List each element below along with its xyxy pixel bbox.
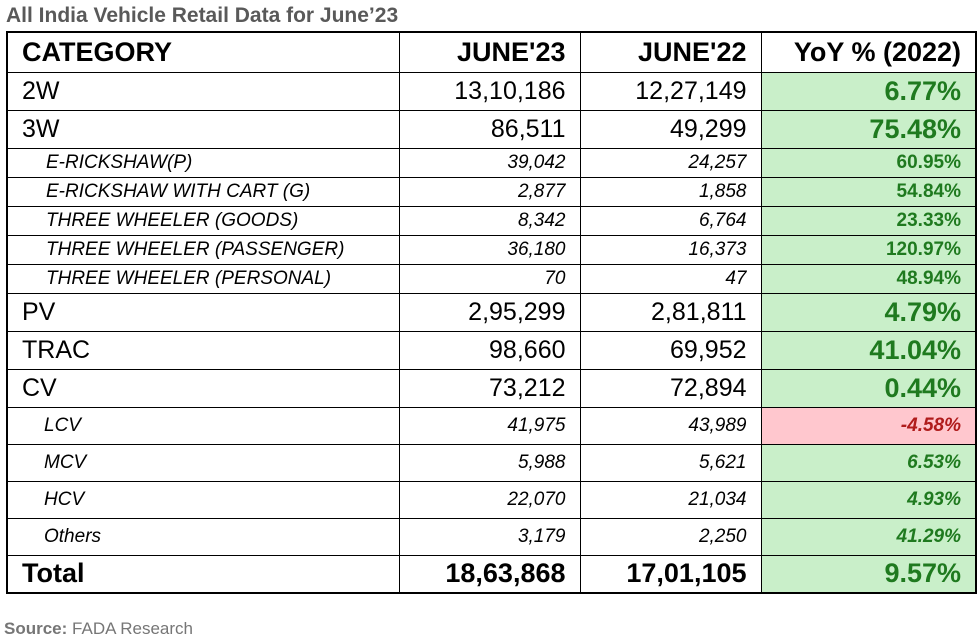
row-yoy: 6.77% bbox=[760, 71, 977, 111]
table-row: CV 73,212 72,894 0.44% bbox=[6, 368, 977, 408]
row-category: TRAC bbox=[6, 330, 400, 370]
row-category: 3W bbox=[6, 109, 400, 149]
table-row: E-RICKSHAW(P) 39,042 24,257 60.95% bbox=[6, 147, 977, 178]
table-row: LCV 41,975 43,989 -4.58% bbox=[6, 406, 977, 445]
total-june22: 17,01,105 bbox=[579, 554, 762, 594]
total-row: Total 18,63,868 17,01,105 9.57% bbox=[6, 554, 977, 594]
row-category: Others bbox=[6, 517, 400, 556]
row-yoy: 54.84% bbox=[760, 176, 977, 207]
total-yoy: 9.57% bbox=[760, 554, 977, 594]
row-june22: 5,621 bbox=[579, 443, 762, 482]
table-title: All India Vehicle Retail Data for June’2… bbox=[6, 4, 399, 27]
vehicle-retail-table: CATEGORY JUNE'23 JUNE'22 YoY % (2022) 2W… bbox=[6, 31, 977, 594]
total-category: Total bbox=[6, 554, 400, 594]
table-row: 2W 13,10,186 12,27,149 6.77% bbox=[6, 71, 977, 111]
row-june22: 16,373 bbox=[579, 234, 762, 265]
row-june22: 2,81,811 bbox=[579, 292, 762, 332]
row-yoy: 75.48% bbox=[760, 109, 977, 149]
row-june22: 43,989 bbox=[579, 406, 762, 445]
row-june22: 69,952 bbox=[579, 330, 762, 370]
row-june23: 73,212 bbox=[398, 368, 581, 408]
table-row: PV 2,95,299 2,81,811 4.79% bbox=[6, 292, 977, 332]
source-label: Source: bbox=[4, 619, 68, 638]
row-category: THREE WHEELER (PERSONAL) bbox=[6, 263, 400, 294]
row-june23: 5,988 bbox=[398, 443, 581, 482]
table-row: Others 3,179 2,250 41.29% bbox=[6, 517, 977, 556]
row-yoy: 23.33% bbox=[760, 205, 977, 236]
row-june22: 21,034 bbox=[579, 480, 762, 519]
row-june23: 36,180 bbox=[398, 234, 581, 265]
row-category: CV bbox=[6, 368, 400, 408]
row-june23: 2,95,299 bbox=[398, 292, 581, 332]
row-category: MCV bbox=[6, 443, 400, 482]
row-yoy: 41.29% bbox=[760, 517, 977, 556]
row-june23: 13,10,186 bbox=[398, 71, 581, 111]
row-june22: 72,894 bbox=[579, 368, 762, 408]
row-category: E-RICKSHAW(P) bbox=[6, 147, 400, 178]
row-yoy: 4.79% bbox=[760, 292, 977, 332]
header-june22: JUNE'22 bbox=[579, 31, 762, 73]
header-row: CATEGORY JUNE'23 JUNE'22 YoY % (2022) bbox=[6, 31, 977, 73]
table-row: TRAC 98,660 69,952 41.04% bbox=[6, 330, 977, 370]
row-june22: 1,858 bbox=[579, 176, 762, 207]
source-note: Source: FADA Research bbox=[4, 619, 193, 639]
row-june22: 47 bbox=[579, 263, 762, 294]
row-june23: 39,042 bbox=[398, 147, 581, 178]
row-yoy: 0.44% bbox=[760, 368, 977, 408]
table-row: E-RICKSHAW WITH CART (G) 2,877 1,858 54.… bbox=[6, 176, 977, 207]
row-june23: 22,070 bbox=[398, 480, 581, 519]
row-june23: 70 bbox=[398, 263, 581, 294]
row-yoy: 60.95% bbox=[760, 147, 977, 178]
row-june23: 98,660 bbox=[398, 330, 581, 370]
table-row: 3W 86,511 49,299 75.48% bbox=[6, 109, 977, 149]
row-category: HCV bbox=[6, 480, 400, 519]
row-june23: 86,511 bbox=[398, 109, 581, 149]
row-yoy: 120.97% bbox=[760, 234, 977, 265]
row-yoy: -4.58% bbox=[760, 406, 977, 445]
row-june22: 24,257 bbox=[579, 147, 762, 178]
row-category: THREE WHEELER (GOODS) bbox=[6, 205, 400, 236]
source-text: FADA Research bbox=[72, 619, 193, 638]
row-june22: 12,27,149 bbox=[579, 71, 762, 111]
table-row: MCV 5,988 5,621 6.53% bbox=[6, 443, 977, 482]
header-yoy: YoY % (2022) bbox=[760, 31, 977, 73]
row-category: 2W bbox=[6, 71, 400, 111]
row-yoy: 4.93% bbox=[760, 480, 977, 519]
table-row: HCV 22,070 21,034 4.93% bbox=[6, 480, 977, 519]
table-row: THREE WHEELER (GOODS) 8,342 6,764 23.33% bbox=[6, 205, 977, 236]
row-category: PV bbox=[6, 292, 400, 332]
row-june22: 6,764 bbox=[579, 205, 762, 236]
header-june23: JUNE'23 bbox=[398, 31, 581, 73]
table-row: THREE WHEELER (PASSENGER) 36,180 16,373 … bbox=[6, 234, 977, 265]
row-june22: 49,299 bbox=[579, 109, 762, 149]
row-june23: 8,342 bbox=[398, 205, 581, 236]
table-row: THREE WHEELER (PERSONAL) 70 47 48.94% bbox=[6, 263, 977, 294]
row-june23: 41,975 bbox=[398, 406, 581, 445]
row-yoy: 6.53% bbox=[760, 443, 977, 482]
row-june23: 2,877 bbox=[398, 176, 581, 207]
header-category: CATEGORY bbox=[6, 31, 400, 73]
row-june23: 3,179 bbox=[398, 517, 581, 556]
total-june23: 18,63,868 bbox=[398, 554, 581, 594]
row-category: E-RICKSHAW WITH CART (G) bbox=[6, 176, 400, 207]
row-june22: 2,250 bbox=[579, 517, 762, 556]
row-yoy: 41.04% bbox=[760, 330, 977, 370]
row-yoy: 48.94% bbox=[760, 263, 977, 294]
row-category: LCV bbox=[6, 406, 400, 445]
row-category: THREE WHEELER (PASSENGER) bbox=[6, 234, 400, 265]
